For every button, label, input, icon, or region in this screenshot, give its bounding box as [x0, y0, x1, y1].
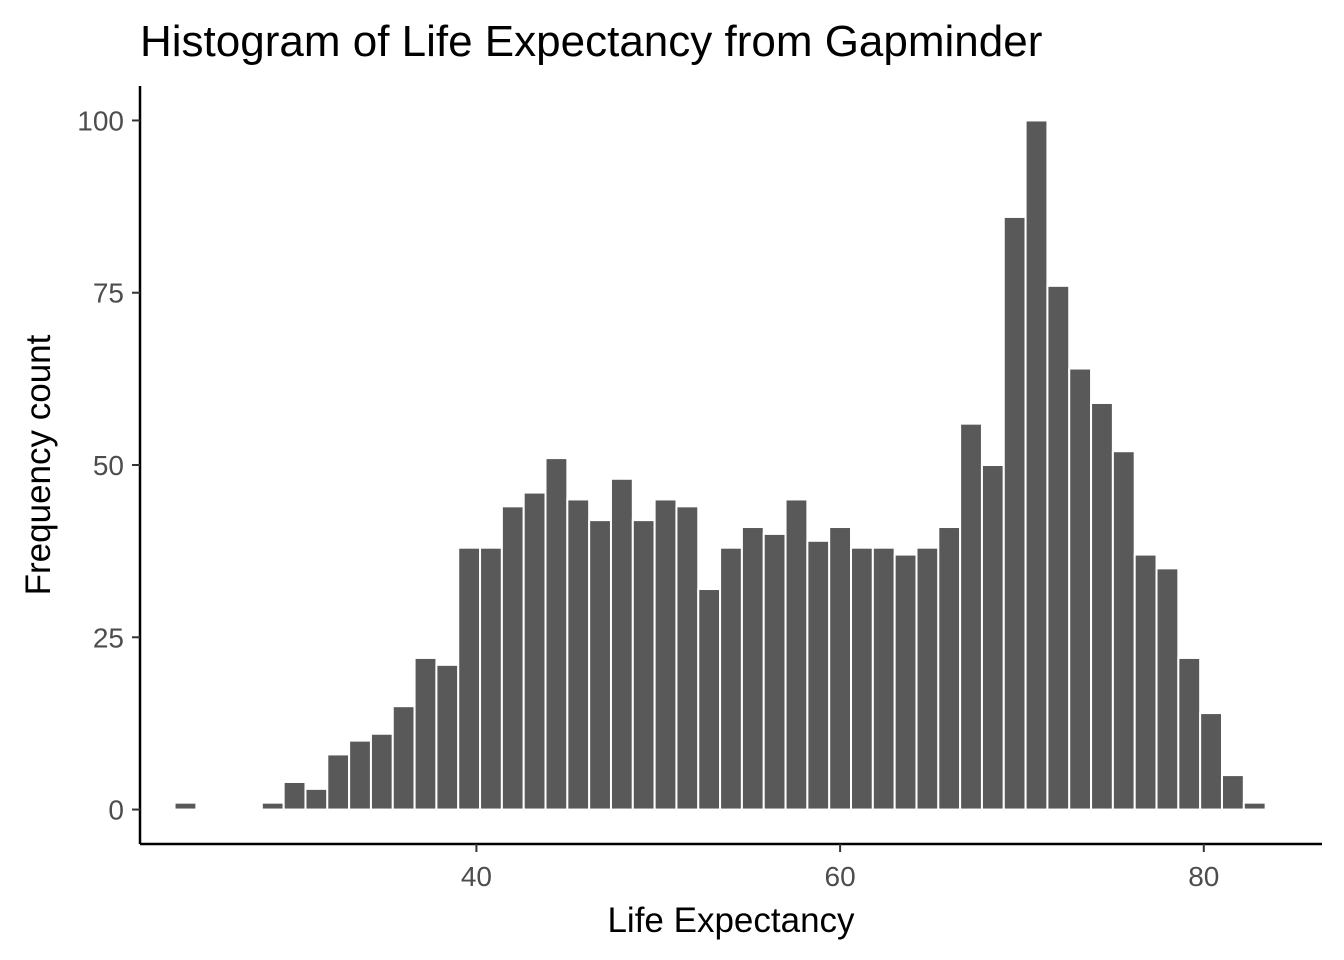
bars-group	[173, 119, 1267, 811]
histogram-bar	[719, 546, 743, 811]
x-tick-label: 40	[461, 861, 492, 892]
histogram-bar	[588, 519, 612, 811]
x-tick-label: 80	[1188, 861, 1219, 892]
histogram-bar	[959, 422, 983, 811]
x-axis-ticks: 40 60 80	[461, 844, 1219, 892]
x-axis-title: Life Expectancy	[607, 901, 855, 940]
histogram-bar	[1155, 567, 1180, 811]
x-tick-label: 60	[825, 861, 856, 892]
histogram-bar	[304, 787, 329, 811]
histogram-bar	[1177, 656, 1202, 811]
histogram-bar	[980, 464, 1005, 811]
histogram-bar	[326, 753, 351, 811]
histogram-bar	[1199, 712, 1223, 811]
histogram-bar	[457, 546, 482, 811]
histogram-bar	[1068, 367, 1093, 811]
y-tick-label: 25	[93, 622, 124, 653]
histogram-bar	[893, 553, 918, 811]
histogram-bar	[1111, 450, 1136, 811]
y-tick-label: 100	[77, 105, 124, 136]
histogram-bar	[282, 780, 307, 811]
histogram-bar	[369, 732, 394, 811]
histogram-bar	[1133, 553, 1158, 811]
histogram-bar	[915, 546, 940, 811]
histogram-bar	[1002, 215, 1027, 811]
histogram-bar	[937, 526, 962, 811]
histogram-bar	[609, 477, 634, 811]
histogram-bar	[173, 801, 198, 811]
histogram-bar	[828, 526, 853, 811]
histogram-bar	[653, 498, 678, 811]
histogram-bar	[871, 546, 896, 811]
histogram-bar	[1220, 774, 1245, 811]
histogram-bar	[631, 519, 656, 811]
histogram-bar	[500, 505, 525, 811]
histogram-bar	[850, 546, 874, 811]
histogram-bar	[784, 498, 809, 811]
histogram-bar	[697, 588, 722, 811]
histogram-bar	[1024, 119, 1049, 811]
histogram-bar	[544, 457, 569, 811]
histogram-bar	[806, 539, 831, 811]
histogram-bar	[1090, 401, 1114, 811]
histogram-bar	[675, 505, 700, 811]
histogram-bar	[1242, 801, 1267, 811]
histogram-bar	[566, 498, 591, 811]
y-axis-ticks: 0 25 50 75 100	[77, 105, 140, 826]
histogram-bar	[762, 532, 787, 811]
histogram-bar	[348, 739, 372, 811]
histogram-bar	[435, 663, 460, 811]
y-tick-label: 75	[93, 278, 124, 309]
y-tick-label: 0	[108, 795, 124, 826]
histogram-bar	[1046, 284, 1071, 811]
histogram-bar	[479, 546, 503, 811]
y-tick-label: 50	[93, 450, 124, 481]
y-axis-title: Frequency count	[19, 334, 58, 595]
histogram-bar	[522, 491, 547, 811]
chart-title: Histogram of Life Expectancy from Gapmin…	[140, 17, 1042, 66]
histogram-bar	[740, 526, 765, 811]
histogram-bar	[391, 705, 416, 811]
histogram-bar	[260, 801, 285, 811]
histogram-bar	[413, 656, 438, 811]
